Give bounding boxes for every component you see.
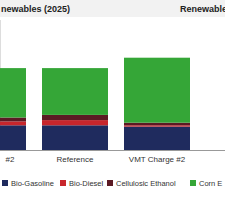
legend-swatch [190,180,196,186]
bar-segment [124,125,190,126]
category-label: VMT Charge #2 [129,155,186,164]
category-label: Reference [57,155,94,164]
bar-segment [124,127,190,150]
legend-label: Bio-Diesel [69,179,104,188]
bar-segment [124,123,190,126]
legend-label: Corn E [199,179,222,188]
bar-segment [0,121,26,125]
chart-root: newables (2025) Renewables #2 Reference VMT … [0,0,225,200]
subtitle: Renewables [180,4,225,14]
bar-segment [0,125,26,150]
category-label: #2 [6,155,15,164]
bar-segment [42,115,108,120]
title: newables (2025) [1,4,70,14]
chart: newables (2025) Renewables #2 Reference VMT … [0,0,225,200]
bar-segment [42,120,108,125]
bars [0,58,190,150]
x-axis-line [0,150,225,151]
bar-segment [42,68,108,115]
legend-swatch [107,180,113,186]
bar-segment [0,68,26,117]
bar-segment [124,58,190,123]
legend-swatch [60,180,66,186]
legend-label: Bio-Gasoline [11,179,54,188]
bar-segment [42,125,108,150]
bar-segment [0,118,26,122]
legend-swatch [2,180,8,186]
legend-label: Cellulosic Ethanol [116,179,176,188]
